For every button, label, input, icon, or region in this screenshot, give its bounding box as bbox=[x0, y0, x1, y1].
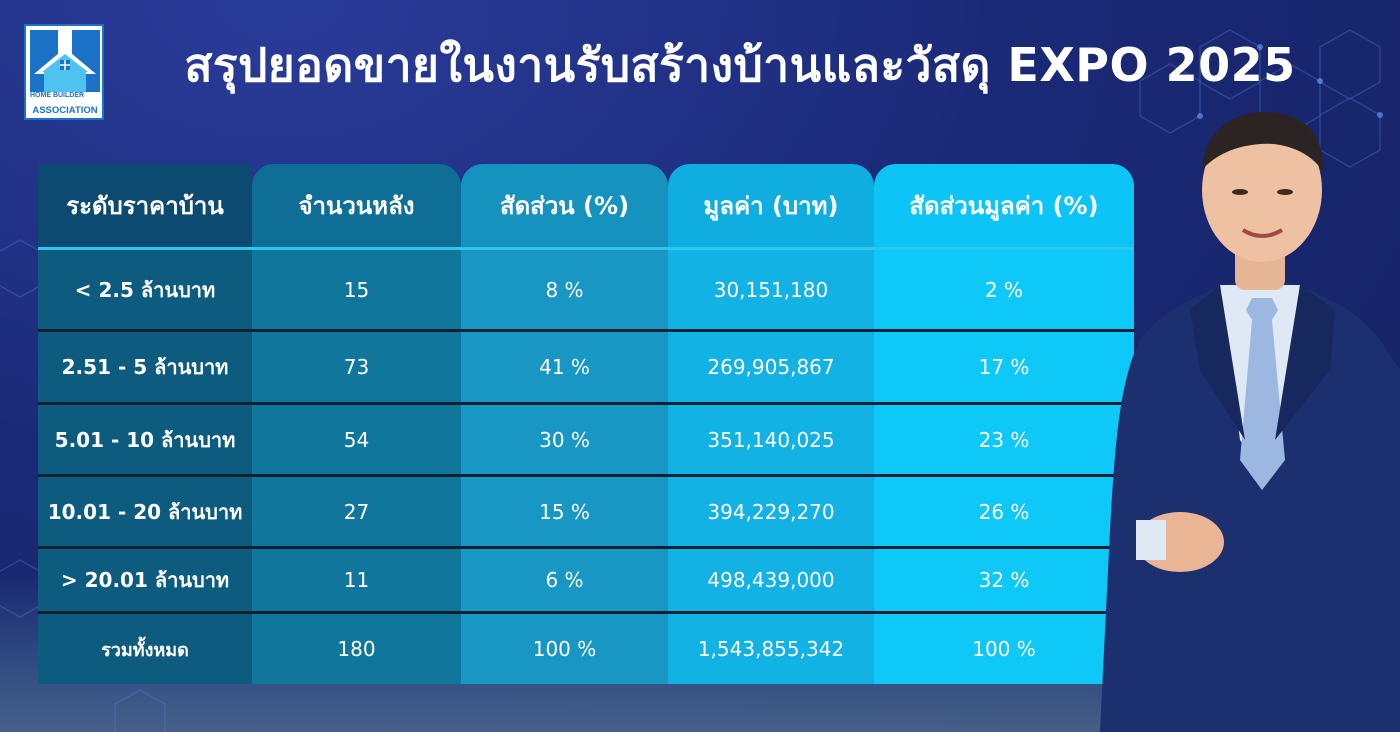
table-cell-total: 100 % bbox=[461, 614, 668, 684]
table-cell: 6 % bbox=[461, 549, 668, 614]
table-cell-total: 180 bbox=[252, 614, 461, 684]
table-cell: 54 bbox=[252, 405, 461, 477]
column-value-share: สัดส่วนมูลค่า (%) 2 % 17 % 23 % 26 % 32 … bbox=[874, 164, 1134, 684]
table-cell: 32 % bbox=[874, 549, 1134, 614]
table-cell: 11 bbox=[252, 549, 461, 614]
column-units: จำนวนหลัง 15 73 54 27 11 180 bbox=[252, 164, 461, 684]
logo-text-home-builder: HOME BUILDER bbox=[30, 92, 85, 99]
header-units: จำนวนหลัง bbox=[252, 164, 461, 250]
column-price-level: ระดับราคาบ้าน < 2.5 ล้านบาท 2.51 - 5 ล้า… bbox=[38, 164, 252, 684]
table-cell-total: 1,543,855,342 bbox=[668, 614, 874, 684]
presenter-photo bbox=[1100, 111, 1400, 732]
page-title: สรุปยอดขายในงานรับสร้างบ้านและวัสดุ EXPO… bbox=[184, 38, 1296, 92]
table-cell: < 2.5 ล้านบาท bbox=[38, 250, 252, 332]
logo-text-association: ASSOCIATION bbox=[32, 105, 98, 116]
table-cell: 8 % bbox=[461, 250, 668, 332]
header-value-share: สัดส่วนมูลค่า (%) bbox=[874, 164, 1134, 250]
table-cell: 27 bbox=[252, 477, 461, 549]
table-cell: > 20.01 ล้านบาท bbox=[38, 549, 252, 614]
table-cell: 41 % bbox=[461, 332, 668, 405]
table-cell: 30,151,180 bbox=[668, 250, 874, 332]
table-cell: 30 % bbox=[461, 405, 668, 477]
table-cell: 17 % bbox=[874, 332, 1134, 405]
house-logo-icon bbox=[30, 30, 100, 92]
table-cell: 15 bbox=[252, 250, 461, 332]
table-cell-total: 100 % bbox=[874, 614, 1134, 684]
table-cell: 2.51 - 5 ล้านบาท bbox=[38, 332, 252, 405]
table-cell: 498,439,000 bbox=[668, 549, 874, 614]
table-cell: 394,229,270 bbox=[668, 477, 874, 549]
table-cell-total: รวมทั้งหมด bbox=[38, 614, 252, 684]
column-unit-share: สัดส่วน (%) 8 % 41 % 30 % 15 % 6 % 100 % bbox=[461, 164, 668, 684]
table-cell: 10.01 - 20 ล้านบาท bbox=[38, 477, 252, 549]
table-cell: 351,140,025 bbox=[668, 405, 874, 477]
table-cell: 73 bbox=[252, 332, 461, 405]
header-price-level: ระดับราคาบ้าน bbox=[38, 164, 252, 250]
table-cell: 15 % bbox=[461, 477, 668, 549]
header-unit-share: สัดส่วน (%) bbox=[461, 164, 668, 250]
home-builder-association-logo: HOME BUILDER ASSOCIATION bbox=[24, 24, 104, 120]
header-value: มูลค่า (บาท) bbox=[668, 164, 874, 250]
table-cell: 23 % bbox=[874, 405, 1134, 477]
table-cell: 5.01 - 10 ล้านบาท bbox=[38, 405, 252, 477]
table-cell: 2 % bbox=[874, 250, 1134, 332]
sales-summary-table: ระดับราคาบ้าน < 2.5 ล้านบาท 2.51 - 5 ล้า… bbox=[38, 164, 1134, 684]
table-cell: 269,905,867 bbox=[668, 332, 874, 405]
column-value: มูลค่า (บาท) 30,151,180 269,905,867 351,… bbox=[668, 164, 874, 684]
table-cell: 26 % bbox=[874, 477, 1134, 549]
